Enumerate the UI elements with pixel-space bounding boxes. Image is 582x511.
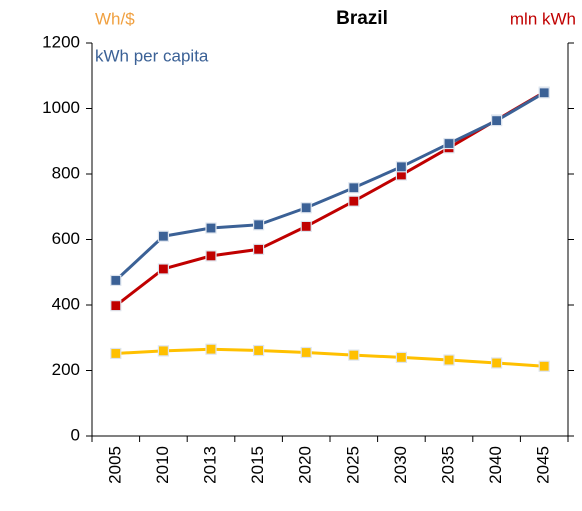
data-point: [443, 354, 455, 366]
data-point: [538, 87, 550, 99]
data-point: [205, 250, 217, 262]
data-point: [348, 349, 360, 361]
data-point: [253, 219, 265, 231]
data-point: [110, 347, 122, 360]
data-point: [348, 195, 360, 207]
data-point: [157, 263, 169, 275]
data-point: [157, 230, 169, 242]
series-line: [114, 90, 545, 307]
data-point: [253, 243, 265, 255]
x-tick-label: 2040: [486, 446, 505, 484]
y-tick-label: 0: [71, 425, 80, 444]
data-point: [395, 161, 407, 173]
x-tick-label: 2010: [153, 446, 172, 484]
series-line: [115, 347, 545, 368]
series-line: [114, 91, 545, 282]
x-tick-label: 2013: [200, 446, 219, 484]
data-point: [491, 357, 503, 369]
data-point: [157, 345, 169, 357]
data-point: [443, 137, 455, 150]
series-label: kWh per capita: [95, 46, 209, 65]
x-tick-label: 2045: [534, 446, 553, 484]
y-tick-label: 200: [52, 360, 80, 379]
x-tick-label: 2025: [343, 446, 362, 484]
x-tick-label: 2015: [248, 446, 267, 484]
data-point: [300, 202, 312, 214]
chart-title: Brazil: [336, 8, 388, 29]
data-point: [110, 300, 122, 312]
data-point: [253, 344, 265, 357]
data-point: [491, 115, 503, 127]
y-tick-label: 600: [52, 229, 80, 248]
data-point: [395, 351, 407, 363]
data-point: [205, 222, 217, 234]
x-tick-label: 2005: [105, 446, 124, 484]
x-tick-label: 2035: [438, 446, 457, 484]
y-tick-label: 1200: [42, 32, 80, 51]
x-tick-label: 2020: [296, 446, 315, 484]
y-tick-label: 800: [52, 163, 80, 182]
series-label: mln kWh: [510, 9, 576, 28]
data-point: [300, 346, 312, 359]
series-label: Wh/$: [95, 9, 135, 28]
data-point: [110, 274, 122, 287]
data-point: [538, 360, 550, 372]
y-tick-label: 1000: [42, 98, 80, 117]
x-tick-label: 2030: [391, 446, 410, 484]
data-point: [205, 343, 217, 355]
y-tick-label: 400: [52, 294, 80, 313]
data-point: [300, 220, 312, 232]
data-point: [348, 182, 360, 194]
